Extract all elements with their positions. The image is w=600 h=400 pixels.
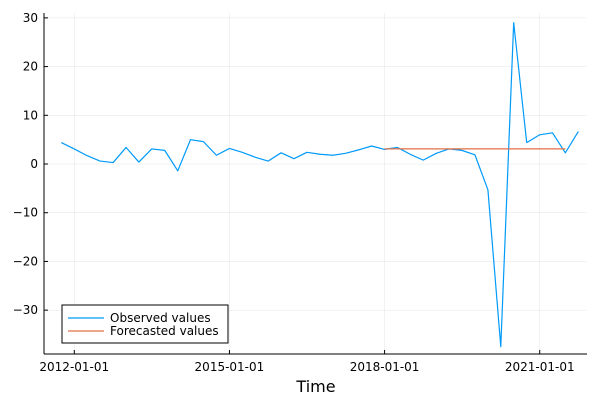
legend-label-observed: Observed values (110, 311, 211, 325)
axes (43, 13, 587, 355)
x-tick-label: 2012-01-01 (39, 360, 109, 374)
series-group (61, 22, 579, 348)
legend-box (61, 304, 229, 344)
y-tick-label: 0 (30, 157, 38, 171)
legend: Observed values Forecasted values (61, 304, 229, 344)
y-tick-label: 10 (23, 108, 38, 122)
tick-labels: 2012-01-01 2015-01-01 2018-01-01 2021-01-01… (13, 11, 575, 374)
series-line-observed (61, 22, 579, 348)
x-tick-label: 2021-01-01 (505, 360, 575, 374)
x-axis-title: Time (295, 377, 335, 396)
y-tick-label: 30 (23, 11, 38, 25)
y-tick-label: 20 (23, 60, 38, 74)
y-tick-label: −10 (13, 206, 38, 220)
x-tick-label: 2018-01-01 (350, 360, 420, 374)
y-tick-label: −20 (13, 254, 38, 268)
x-tick-label: 2015-01-01 (195, 360, 265, 374)
legend-label-forecasted: Forecasted values (110, 324, 219, 338)
grid-lines (44, 13, 587, 354)
y-tick-label: −30 (13, 303, 38, 317)
